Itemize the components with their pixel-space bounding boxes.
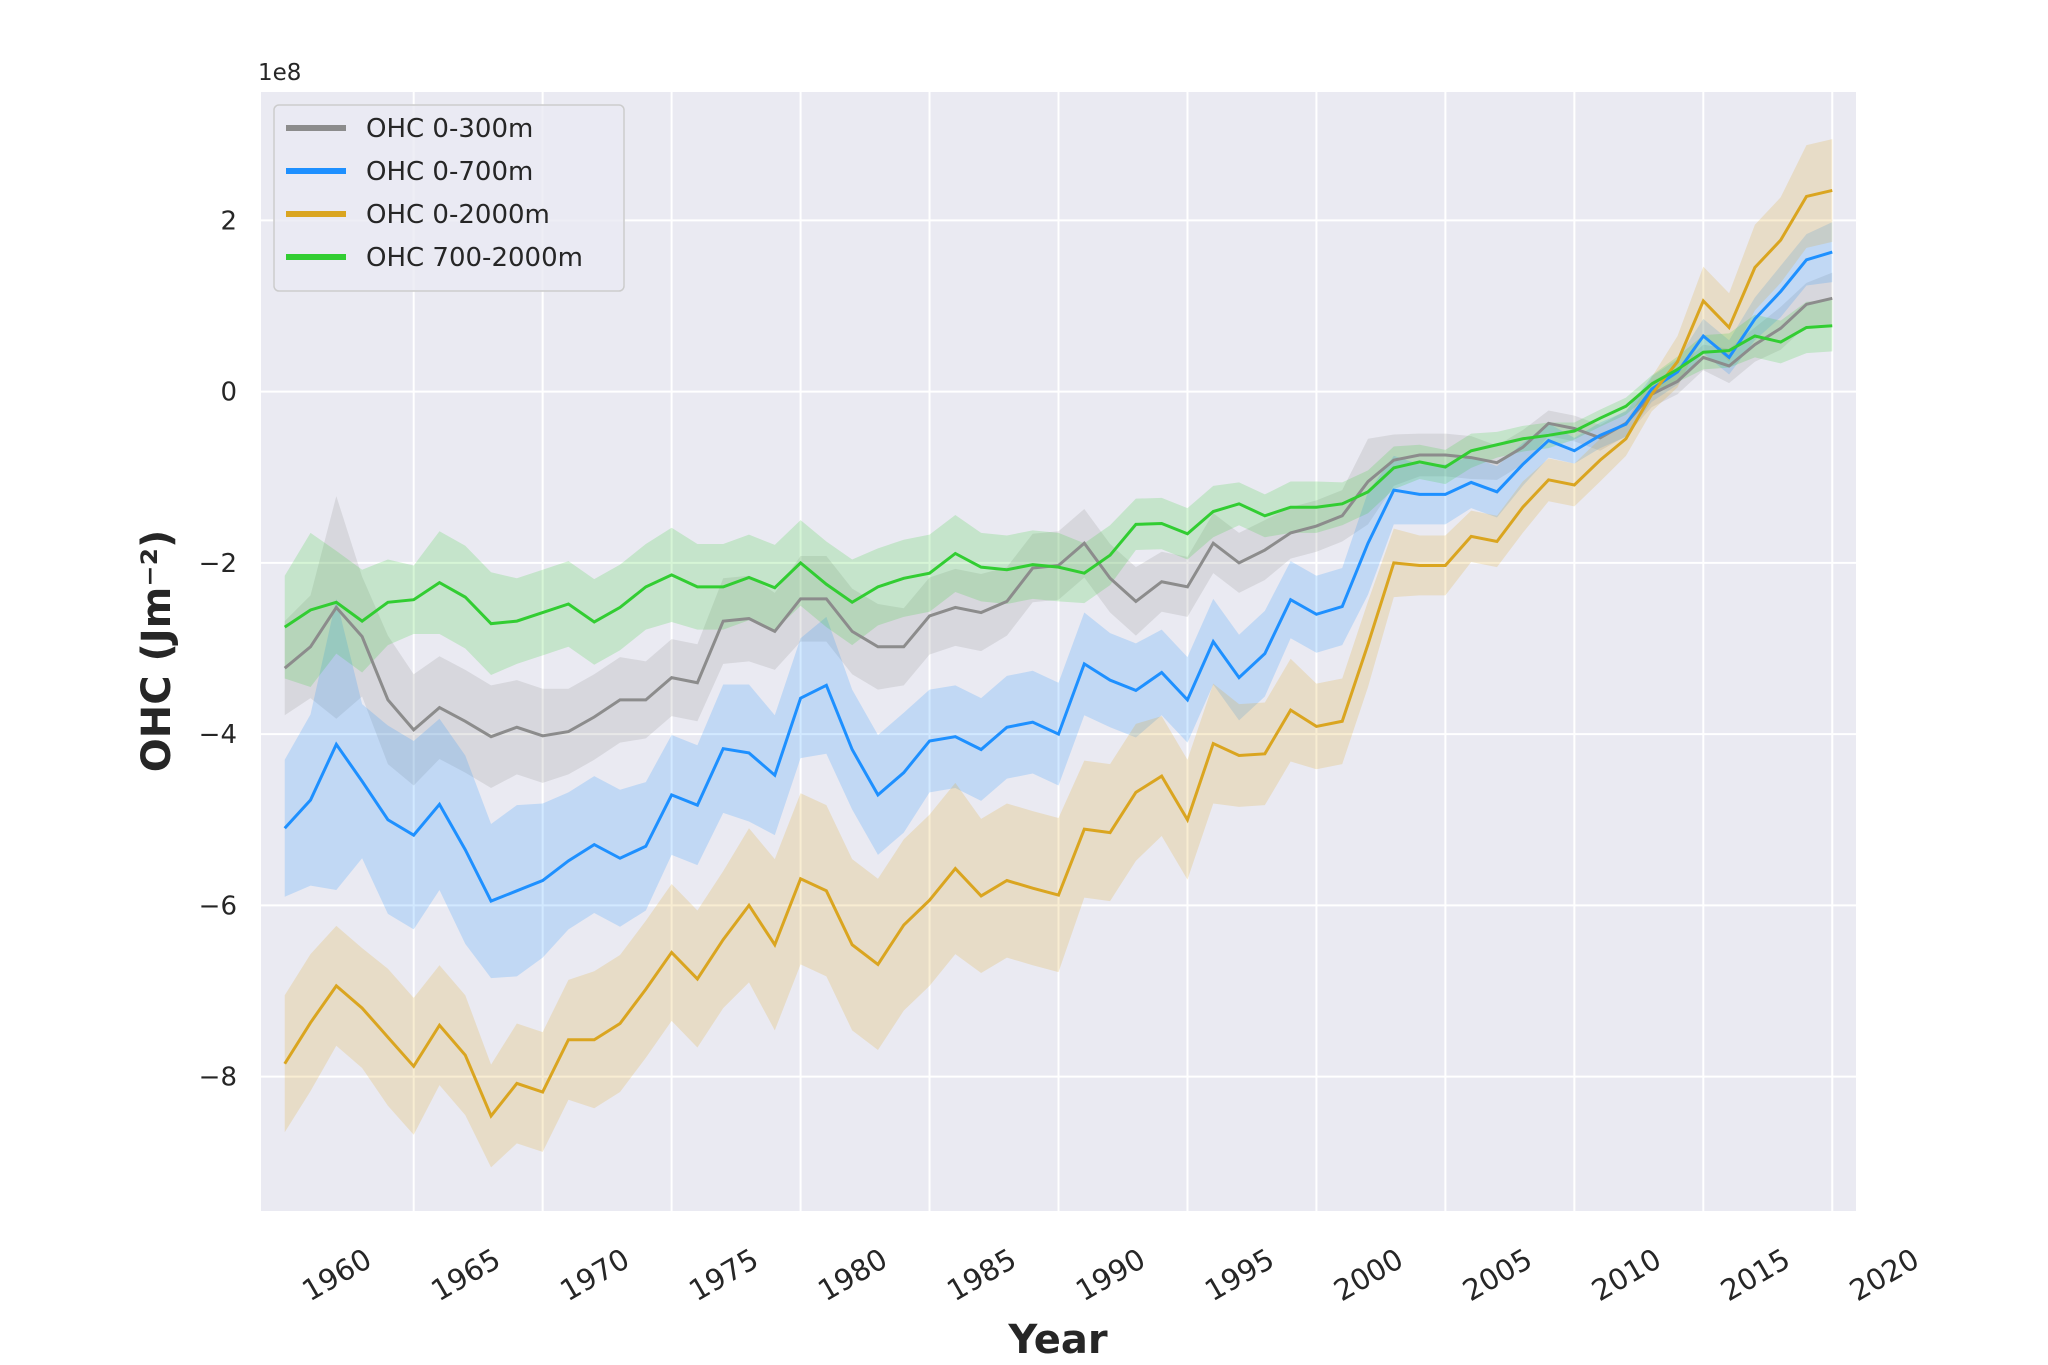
x-axis-label: Year bbox=[1007, 1317, 1107, 1363]
x-tick-label: 1985 bbox=[941, 1242, 1022, 1308]
x-tick-label: 2015 bbox=[1715, 1242, 1796, 1308]
error-band bbox=[284, 272, 1833, 789]
y-tick-label: −2 bbox=[199, 549, 237, 579]
x-tick-label: 2010 bbox=[1586, 1242, 1667, 1308]
x-tick-label: 1970 bbox=[554, 1242, 635, 1308]
y-tick-label: 2 bbox=[220, 206, 237, 236]
error-band bbox=[284, 139, 1833, 1168]
x-tick-label: 1995 bbox=[1199, 1242, 1280, 1308]
legend-label: OHC 0-700m bbox=[366, 157, 533, 187]
y-tick-label: −6 bbox=[199, 891, 237, 921]
x-tick-label: 2000 bbox=[1328, 1242, 1409, 1308]
x-tick-label: 1990 bbox=[1070, 1242, 1151, 1308]
y-axis-label: OHC (Jm⁻²) bbox=[134, 530, 180, 773]
legend-label: OHC 0-300m bbox=[366, 114, 533, 144]
series-line bbox=[283, 250, 1833, 903]
legend-label: OHC 700-2000m bbox=[366, 243, 583, 273]
y-tick-label: −8 bbox=[199, 1063, 237, 1093]
x-tick-label: 1965 bbox=[425, 1242, 506, 1308]
y-tick-label: −4 bbox=[199, 720, 237, 750]
legend-box bbox=[273, 104, 625, 292]
x-tick-label: 2020 bbox=[1844, 1242, 1925, 1308]
x-tick-label: 1960 bbox=[296, 1242, 377, 1308]
y-tick-label: 0 bbox=[220, 378, 237, 408]
legend-label: OHC 0-2000m bbox=[366, 200, 550, 230]
x-tick-label: 1980 bbox=[812, 1242, 893, 1308]
x-tick-label: 1975 bbox=[683, 1242, 764, 1308]
error-band bbox=[284, 300, 1833, 688]
series-line bbox=[283, 188, 1833, 1119]
series-line bbox=[283, 324, 1833, 629]
series-line bbox=[283, 296, 1833, 739]
error-band bbox=[284, 222, 1833, 979]
x-tick-label: 2005 bbox=[1457, 1242, 1538, 1308]
y-offset-label: 1e8 bbox=[258, 60, 301, 86]
